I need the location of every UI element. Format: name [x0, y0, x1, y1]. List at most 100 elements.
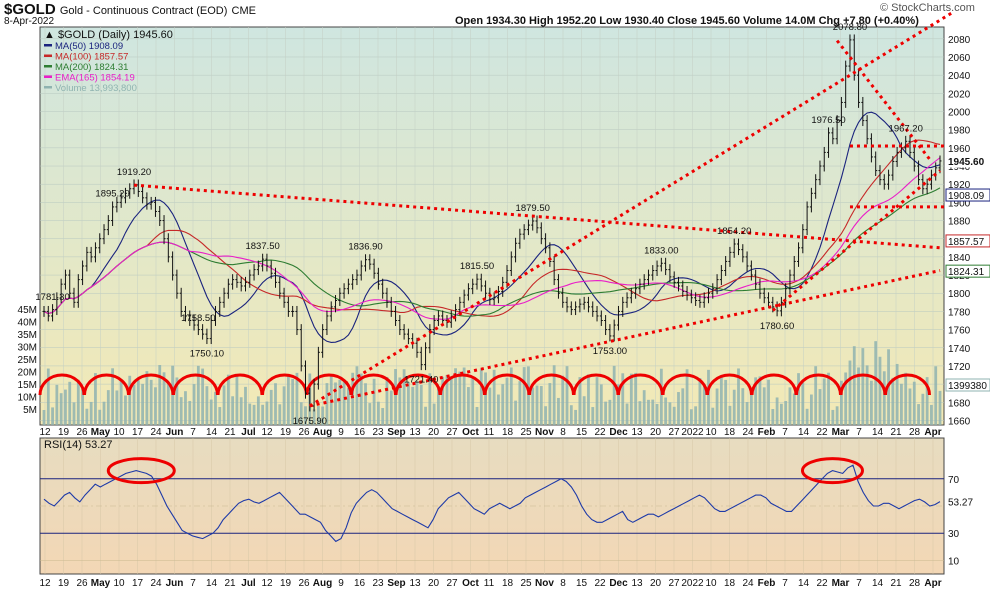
price-annotation: 1879.50 [516, 203, 550, 214]
price-tick-label: 1760 [948, 326, 971, 337]
rsi-x-tick-label: 19 [58, 578, 70, 589]
volume-bar [261, 404, 265, 425]
price-tick-label: 1840 [948, 253, 971, 264]
rsi-x-tick-label: 18 [502, 578, 514, 589]
overbought-highlight [106, 457, 176, 485]
volume-bar [415, 381, 419, 425]
rsi-x-tick-label: 19 [280, 578, 292, 589]
volume-bar [745, 402, 749, 425]
cycle-arc [83, 373, 130, 396]
volume-bar [111, 368, 114, 425]
volume-bar [565, 366, 569, 425]
price-annotation: 1815.50 [460, 261, 494, 272]
price-x-tick-label: Jun [166, 427, 184, 438]
rsi-x-tick-label: 26 [76, 578, 88, 589]
legend-entry: Volume 13,993,800 [55, 83, 137, 94]
price-annotation: 1721.40 [404, 375, 438, 386]
price-x-tick-label: 25 [520, 427, 532, 438]
volume-bar [694, 406, 698, 425]
volume-bar [912, 381, 916, 425]
volume-bar [145, 371, 149, 425]
volume-bar [809, 394, 813, 425]
volume-tick-label: 30M [18, 343, 37, 354]
rsi-x-tick-label: 7 [190, 578, 196, 589]
price-x-tick-label: Oct [462, 427, 479, 438]
stockcharts-logo: © StockCharts.com [880, 2, 975, 14]
volume-bar [149, 379, 153, 425]
volume-bar [719, 376, 723, 425]
volume-bar [522, 367, 526, 425]
volume-bar [762, 387, 766, 425]
volume-bar [848, 360, 852, 425]
right-value-label: 1399380 [948, 381, 987, 392]
rsi-x-tick-label: 25 [520, 578, 532, 589]
price-x-tick-label: 11 [484, 427, 495, 438]
volume-bar [818, 389, 822, 425]
rsi-x-tick-label: 21 [890, 578, 902, 589]
price-x-tick-label: 8 [560, 427, 566, 438]
price-tick-label: 1800 [948, 289, 971, 300]
price-annotation: 1780.60 [760, 321, 794, 332]
volume-bar [394, 369, 397, 425]
price-x-tick-label: 18 [724, 427, 736, 438]
price-x-tick-label: 19 [280, 427, 292, 438]
volume-bar [882, 371, 886, 425]
price-x-tick-label: 14 [206, 427, 218, 438]
volume-bar [629, 373, 633, 425]
price-x-tick-label: 2022 [681, 427, 704, 438]
volume-bar [385, 376, 389, 425]
rsi-x-tick-label: 23 [372, 578, 384, 589]
price-annotation: 1675.90 [293, 416, 327, 427]
volume-bar [900, 383, 903, 425]
cycle-arc [261, 373, 308, 396]
price-annotation: 1919.20 [117, 167, 151, 178]
price-tick-label: 2000 [948, 108, 971, 119]
volume-bar [698, 378, 702, 425]
legend-swatch [44, 54, 52, 57]
price-x-tick-label: Jul [241, 427, 256, 438]
price-x-tick-label: 17 [132, 427, 144, 438]
volume-bar [244, 386, 247, 425]
rsi-x-tick-label: 7 [856, 578, 862, 589]
cycle-arc [172, 373, 219, 396]
volume-bar [814, 366, 818, 425]
volume-bar [638, 401, 642, 425]
volume-bar [917, 404, 920, 425]
rsi-x-tick-label: Sep [387, 578, 405, 589]
symbol: $GOLD [4, 1, 56, 18]
volume-bar [368, 403, 372, 425]
volume-bar [214, 391, 217, 425]
rsi-x-tick-label: 24 [742, 578, 754, 589]
rsi-x-tick-label: 12 [39, 578, 51, 589]
volume-bar [707, 369, 710, 425]
volume-bar [252, 404, 256, 425]
volume-bar [467, 387, 470, 425]
rsi-x-tick-label: Dec [609, 578, 628, 589]
volume-bar [874, 341, 878, 425]
volume-bar [831, 409, 835, 425]
rsi-x-tick-label: 24 [150, 578, 162, 589]
volume-bar [42, 410, 46, 425]
rsi-x-tick-label: 20 [650, 578, 662, 589]
price-x-tick-label: 12 [261, 427, 273, 438]
volume-bar [188, 400, 192, 425]
cycle-arc [795, 373, 842, 396]
volume-bar [797, 373, 800, 425]
volume-bar [891, 377, 895, 425]
price-x-tick-label: 22 [594, 427, 606, 438]
volume-bar [792, 393, 796, 425]
volume-bar [925, 377, 929, 425]
cycle-arc [38, 373, 86, 396]
volume-bar [788, 387, 792, 425]
rsi-tick-label: 70 [948, 475, 960, 486]
price-annotation: 1833.00 [644, 245, 678, 256]
price-x-tick-label: 23 [372, 427, 384, 438]
volume-tick-label: 5M [23, 405, 37, 416]
volume-bar [938, 390, 942, 425]
price-x-tick-label: Nov [535, 427, 554, 438]
volume-bar [102, 401, 106, 425]
price-tick-label: 1980 [948, 126, 971, 137]
volume-bar [732, 389, 736, 425]
volume-bar [475, 406, 479, 425]
